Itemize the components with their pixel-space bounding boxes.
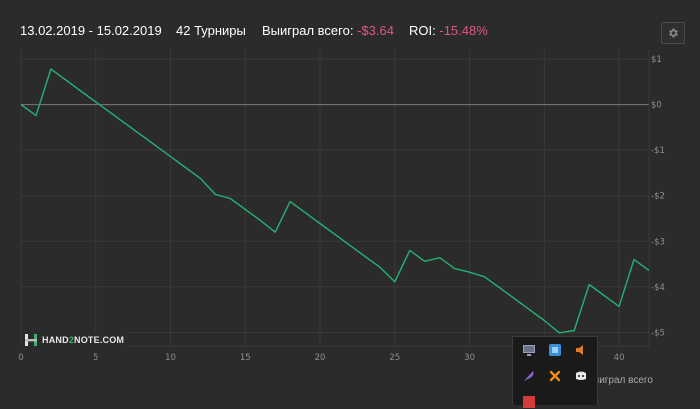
data-point[interactable] xyxy=(437,255,442,260)
legend-total-won: ыиграл всего xyxy=(592,375,653,386)
feather-icon[interactable] xyxy=(522,369,536,383)
data-point[interactable] xyxy=(153,143,158,148)
y-tick-label: $0 xyxy=(651,101,662,111)
data-point[interactable] xyxy=(587,282,592,287)
data-point[interactable] xyxy=(542,318,547,323)
hand2note-logo-icon xyxy=(25,334,37,346)
data-point[interactable] xyxy=(407,248,412,253)
gear-icon xyxy=(669,28,678,38)
data-point[interactable] xyxy=(377,265,382,270)
data-point[interactable] xyxy=(318,221,323,226)
y-tick-label: -$1 xyxy=(651,146,665,156)
data-point[interactable] xyxy=(392,279,397,284)
discord-icon[interactable] xyxy=(574,369,588,383)
system-tray-popup xyxy=(512,336,598,408)
data-point[interactable] xyxy=(303,210,308,215)
data-point[interactable] xyxy=(422,259,427,264)
data-point[interactable] xyxy=(168,154,173,159)
roi-label: ROI: xyxy=(409,23,436,38)
data-point[interactable] xyxy=(362,254,367,259)
y-tick-label: -$3 xyxy=(651,237,665,247)
data-point[interactable] xyxy=(467,270,472,275)
roi: ROI: -15.48% xyxy=(409,23,488,38)
profit-series-line xyxy=(20,68,650,334)
bug-icon[interactable] xyxy=(548,369,562,383)
data-point[interactable] xyxy=(288,199,293,204)
data-point[interactable] xyxy=(78,88,83,93)
x-tick-label: 30 xyxy=(464,353,475,363)
data-point[interactable] xyxy=(228,196,233,201)
data-point[interactable] xyxy=(482,274,487,279)
x-tick-label: 25 xyxy=(389,353,400,363)
tournament-count: 42 Турниры xyxy=(176,23,246,38)
data-point[interactable] xyxy=(452,266,457,271)
data-point[interactable] xyxy=(347,243,352,248)
data-point[interactable] xyxy=(557,330,562,335)
data-point[interactable] xyxy=(617,304,622,309)
data-point[interactable] xyxy=(258,218,263,223)
y-tick-label: -$2 xyxy=(651,192,665,202)
y-tick-label: -$4 xyxy=(651,283,665,293)
data-point[interactable] xyxy=(123,121,128,126)
total-won-value: -$3.64 xyxy=(357,23,394,38)
data-point[interactable] xyxy=(33,113,38,118)
data-point[interactable] xyxy=(333,232,338,237)
y-tick-label: $1 xyxy=(651,55,662,65)
data-point[interactable] xyxy=(213,192,218,197)
data-point[interactable] xyxy=(183,165,188,170)
data-point[interactable] xyxy=(93,99,98,104)
total-won-label: Выиграл всего: xyxy=(262,23,354,38)
data-point[interactable] xyxy=(108,110,113,115)
roi-value: -15.48% xyxy=(439,23,488,38)
x-tick-label: 40 xyxy=(614,353,625,363)
monitor-icon[interactable] xyxy=(522,343,536,357)
x-tick-label: 0 xyxy=(18,353,23,363)
data-point[interactable] xyxy=(138,132,143,137)
summary-header: 13.02.2019 - 15.02.2019 42 Турниры Выигр… xyxy=(0,0,700,50)
x-tick-label: 15 xyxy=(240,353,251,363)
data-point[interactable] xyxy=(243,207,248,212)
app-blue-icon[interactable] xyxy=(548,343,562,357)
data-point[interactable] xyxy=(632,257,637,262)
total-won: Выиграл всего: -$3.64 xyxy=(262,23,394,38)
settings-button[interactable] xyxy=(661,22,685,44)
speaker-icon[interactable] xyxy=(574,343,588,357)
data-point[interactable] xyxy=(512,296,517,301)
data-point[interactable] xyxy=(48,67,53,72)
data-point[interactable] xyxy=(647,268,652,273)
data-point[interactable] xyxy=(63,78,68,83)
x-tick-label: 5 xyxy=(93,353,98,363)
data-point[interactable] xyxy=(602,293,607,298)
red-app-icon[interactable] xyxy=(522,395,536,409)
hand2note-logo-text: HAND2NOTE.COM xyxy=(42,335,125,345)
data-point[interactable] xyxy=(19,102,24,107)
data-point[interactable] xyxy=(273,230,278,235)
data-point[interactable] xyxy=(572,328,577,333)
data-point[interactable] xyxy=(527,307,532,312)
date-range: 13.02.2019 - 15.02.2019 xyxy=(20,23,162,38)
x-tick-label: 10 xyxy=(165,353,176,363)
data-point[interactable] xyxy=(198,176,203,181)
y-tick-label: -$5 xyxy=(651,328,665,338)
hand2note-logo: HAND2NOTE.COM xyxy=(22,331,128,349)
data-point[interactable] xyxy=(497,285,502,290)
x-tick-label: 20 xyxy=(315,353,326,363)
